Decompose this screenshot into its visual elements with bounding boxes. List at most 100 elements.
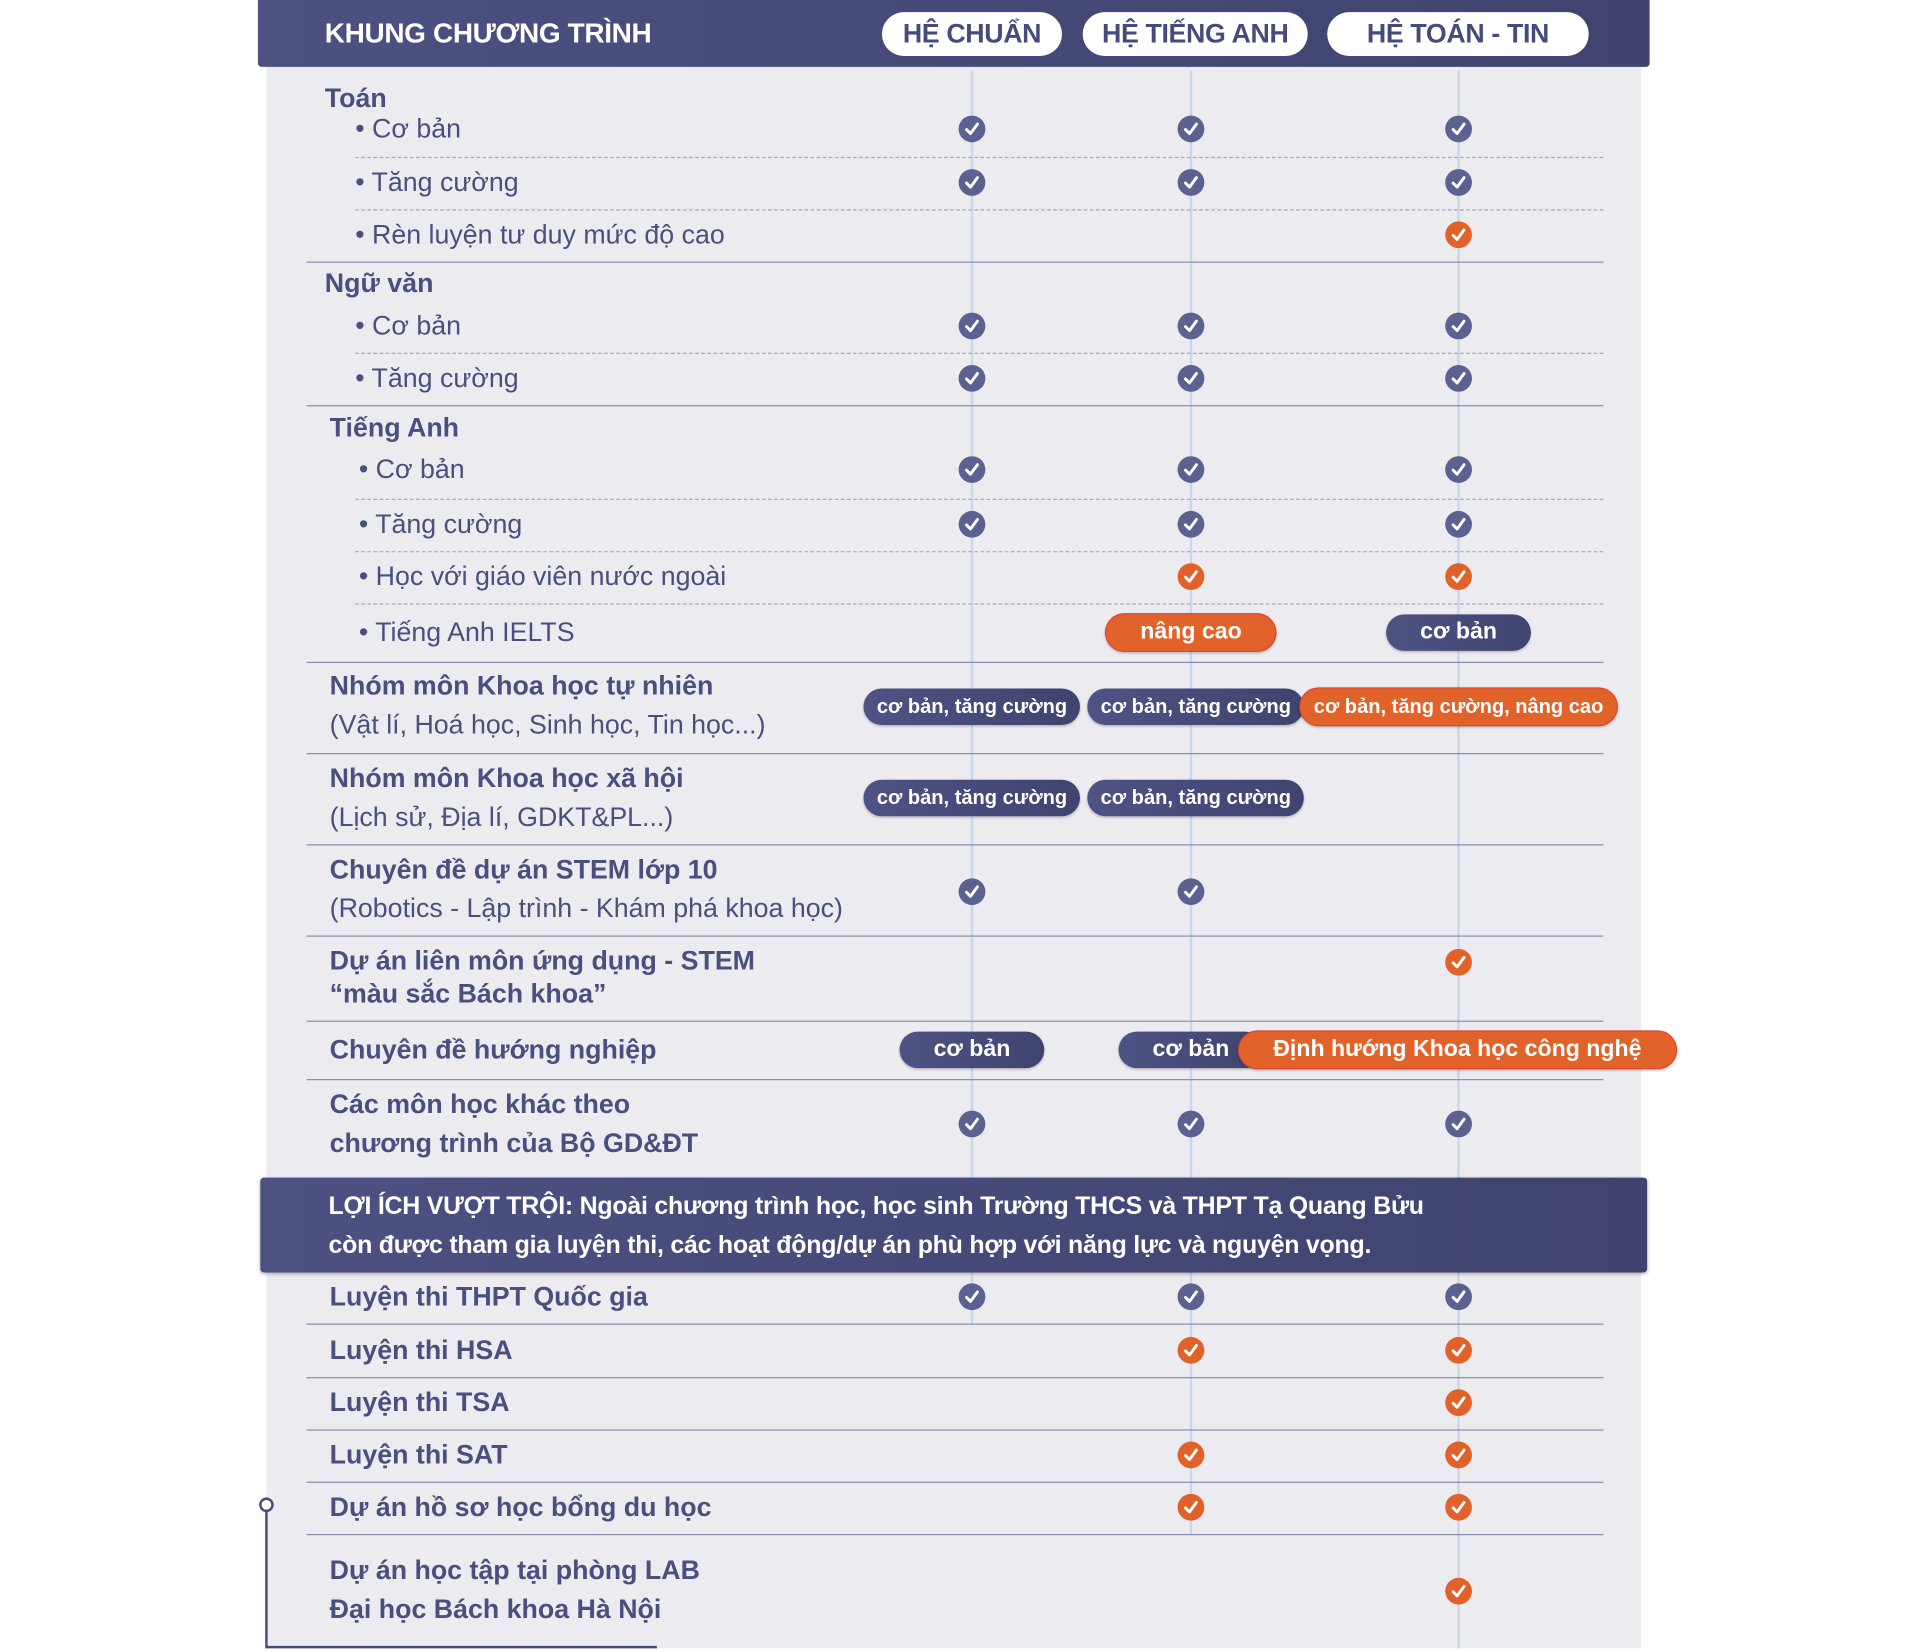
benefit-title: Dự án học tập tại phòng LAB [329, 1554, 700, 1586]
section-divider [306, 1079, 1604, 1081]
table-title: KHUNG CHƯƠNG TRÌNH [324, 17, 652, 49]
check-icon [958, 115, 986, 143]
check-highlight-icon [1445, 1493, 1472, 1521]
check-icon [958, 510, 986, 538]
row-divider [306, 1534, 1604, 1536]
section-title: Ngữ văn [324, 267, 434, 299]
check-icon [1445, 312, 1472, 340]
benefit-title: Luyện thi SAT [329, 1439, 508, 1470]
row-divider [355, 352, 1604, 355]
row-divider [306, 1481, 1604, 1483]
check-icon [1177, 510, 1205, 538]
check-icon [1445, 1283, 1472, 1311]
row-divider [306, 1323, 1604, 1325]
check-icon [1177, 312, 1205, 340]
check-icon [1177, 169, 1205, 196]
decorative-connector [259, 1497, 657, 1649]
section-divider [306, 935, 1604, 937]
item-label: • Tăng cường [355, 362, 519, 393]
check-icon [1445, 510, 1472, 538]
section-title-line2: “màu sắc Bách khoa” [329, 978, 607, 1009]
level-badge: Định hướng Khoa học công nghệ [1237, 1030, 1677, 1070]
item-label: • Cơ bản [355, 310, 461, 341]
item-label: • Cơ bản [355, 113, 461, 144]
check-highlight-icon [1177, 563, 1205, 591]
section-subtitle: (Lịch sử, Địa lí, GDKT&PL...) [329, 801, 674, 833]
benefits-banner-line2: còn được tham gia luyện thi, các hoạt độ… [328, 1231, 1372, 1260]
row-divider [306, 1429, 1604, 1431]
level-badge: cơ bản [1386, 614, 1532, 651]
check-icon [958, 312, 986, 340]
row-divider [355, 156, 1604, 159]
column-header-math-it: HỆ TOÁN - TIN [1327, 12, 1589, 56]
section-divider [306, 661, 1604, 663]
check-highlight-icon [1177, 1441, 1205, 1469]
row-divider [355, 551, 1604, 553]
check-icon [1445, 456, 1472, 483]
level-badge: cơ bản [899, 1031, 1045, 1069]
table-body [266, 60, 1642, 1649]
benefit-title: Luyện thi HSA [329, 1334, 513, 1365]
section-title: Các môn học khác theo [329, 1088, 631, 1120]
item-label: • Tăng cường [355, 166, 519, 198]
section-title: Dự án liên môn ứng dụng - STEM [329, 945, 755, 976]
item-label: • Rèn luyện tư duy mức độ cao [355, 218, 725, 250]
section-divider [306, 261, 1604, 263]
section-divider [306, 844, 1604, 846]
check-icon [958, 1283, 986, 1311]
item-label: • Tiếng Anh IELTS [358, 616, 575, 648]
column-header-english: HỆ TIẾNG ANH [1082, 12, 1308, 56]
section-title: Nhóm môn Khoa học xã hội [329, 762, 684, 794]
check-icon [1445, 1110, 1472, 1138]
check-icon [958, 169, 986, 196]
level-badge: cơ bản, tăng cường [1087, 779, 1305, 817]
check-icon [1177, 878, 1205, 906]
row-divider [355, 498, 1604, 500]
check-icon [1445, 115, 1472, 143]
benefit-title-line2: Đại học Bách khoa Hà Nội [329, 1593, 662, 1625]
check-highlight-icon [1445, 1389, 1472, 1417]
section-title: Nhóm môn Khoa học tự nhiên [329, 670, 714, 701]
check-icon [958, 1110, 986, 1138]
check-icon [1445, 364, 1472, 392]
check-icon [1177, 1283, 1205, 1311]
level-badge: cơ bản, tăng cường [863, 688, 1081, 726]
level-badge: cơ bản, tăng cường [863, 779, 1081, 817]
section-subtitle: (Robotics - Lập trình - Khám phá khoa họ… [329, 892, 843, 924]
section-divider [306, 753, 1604, 755]
check-highlight-icon [1445, 221, 1472, 249]
item-label: • Tăng cường [358, 508, 523, 539]
check-highlight-icon [1177, 1336, 1205, 1364]
section-title: Chuyên đề dự án STEM lớp 10 [329, 853, 718, 885]
section-subtitle: (Vật lí, Hoá học, Sinh học, Tin học...) [329, 709, 766, 740]
item-label: • Học với giáo viên nước ngoài [358, 560, 727, 592]
section-divider [306, 405, 1604, 407]
check-highlight-icon [1445, 948, 1472, 976]
level-badge: cơ bản, tăng cường, nâng cao [1299, 687, 1618, 727]
benefit-title: Luyện thi TSA [329, 1386, 510, 1418]
benefits-banner-line1: LỢI ÍCH VƯỢT TRỘI: Ngoài chương trình họ… [328, 1192, 1424, 1221]
check-icon [958, 364, 986, 392]
section-title: Chuyên đề hướng nghiệp [329, 1034, 657, 1065]
benefit-title: Dự án hồ sơ học bổng du học [329, 1491, 712, 1522]
check-icon [1177, 1110, 1205, 1138]
section-divider [306, 1020, 1604, 1022]
item-label: • Cơ bản [358, 453, 465, 485]
check-highlight-icon [1445, 563, 1472, 591]
row-divider [306, 1377, 1604, 1379]
check-icon [1445, 169, 1472, 196]
check-icon [1177, 115, 1205, 143]
check-highlight-icon [1445, 1577, 1472, 1605]
check-icon [1177, 456, 1205, 483]
benefit-title: Luyện thi THPT Quốc gia [329, 1280, 648, 1312]
check-highlight-icon [1445, 1336, 1472, 1364]
check-icon [1177, 364, 1205, 392]
check-icon [958, 878, 986, 906]
row-divider [355, 603, 1604, 605]
benefits-banner [260, 1177, 1648, 1273]
column-divider [1457, 70, 1460, 1649]
check-highlight-icon [1177, 1493, 1205, 1521]
level-badge: cơ bản, tăng cường [1087, 688, 1305, 726]
section-title: Tiếng Anh [329, 412, 460, 443]
